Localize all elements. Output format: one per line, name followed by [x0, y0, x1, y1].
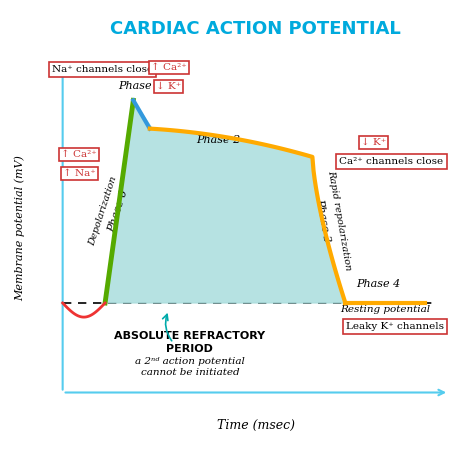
Polygon shape — [105, 100, 346, 303]
Text: a 2ⁿᵈ action potential
cannot be initiated: a 2ⁿᵈ action potential cannot be initiat… — [135, 357, 245, 377]
Text: Ca²⁺ channels close: Ca²⁺ channels close — [339, 157, 444, 166]
Text: Time (msec): Time (msec) — [217, 419, 295, 432]
Text: Membrane potential (mV): Membrane potential (mV) — [15, 155, 26, 301]
Text: ↑ Na⁺: ↑ Na⁺ — [63, 169, 96, 178]
Text: Leaky K⁺ channels: Leaky K⁺ channels — [346, 322, 444, 331]
Text: Rapid repolarization: Rapid repolarization — [327, 170, 353, 271]
Text: Phase 4: Phase 4 — [356, 279, 401, 289]
Text: Depolarization: Depolarization — [87, 175, 118, 247]
Text: ↓ K⁺: ↓ K⁺ — [361, 138, 386, 147]
Text: Phase 1: Phase 1 — [118, 81, 163, 91]
Text: ABSOLUTE REFRACTORY
PERIOD: ABSOLUTE REFRACTORY PERIOD — [114, 331, 265, 355]
Text: Phase 3: Phase 3 — [314, 198, 331, 243]
Text: ↓ K⁺: ↓ K⁺ — [156, 82, 181, 91]
Text: Na⁺ channels close: Na⁺ channels close — [52, 65, 153, 74]
Text: ↑ Ca²⁺: ↑ Ca²⁺ — [61, 150, 97, 159]
Text: ↑ Ca²⁺: ↑ Ca²⁺ — [151, 63, 187, 72]
Text: CARDIAC ACTION POTENTIAL: CARDIAC ACTION POTENTIAL — [110, 20, 401, 38]
Text: Phase 2: Phase 2 — [196, 135, 240, 145]
Text: Phase 0: Phase 0 — [107, 189, 130, 234]
Text: Resting potential: Resting potential — [340, 305, 430, 314]
